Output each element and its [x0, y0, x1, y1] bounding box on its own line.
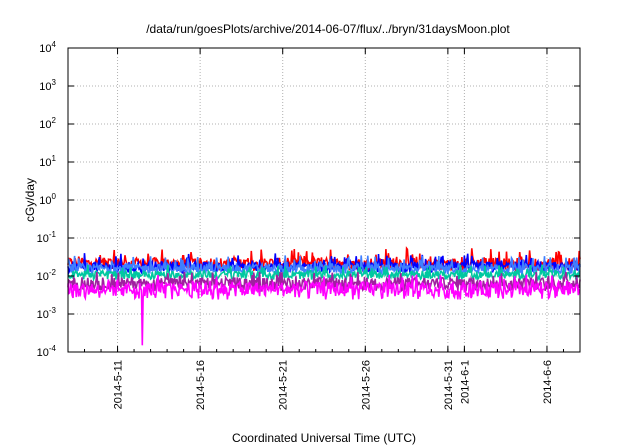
y-axis-label: cGy/day: [23, 178, 37, 222]
x-tick-label: 2014-5-11: [113, 360, 125, 409]
y-tick-label: 10-1: [37, 230, 57, 245]
y-tick-label: 10-2: [37, 268, 57, 283]
y-tick-label: 101: [39, 154, 56, 169]
x-tick-group: 2014-5-11 2014-5-16 2014-5-21 2014-5-26 2014…: [84, 48, 564, 410]
x-tick-label: 2014-6-6: [542, 360, 554, 404]
y-tick-label: 102: [39, 116, 56, 131]
y-tick-label: 104: [39, 40, 56, 55]
x-tick-label: 2014-5-21: [278, 360, 290, 410]
y-tick-label: 103: [39, 78, 56, 93]
series-line: [67, 255, 581, 277]
x-tick-label: 2014-5-31: [443, 360, 455, 410]
x-tick-label: 2014-5-26: [360, 360, 372, 410]
grid: [68, 48, 580, 352]
series-group: [67, 246, 581, 346]
y-tick-label: 100: [39, 192, 56, 207]
chart-title: /data/run/goesPlots/archive/2014-06-07/f…: [146, 22, 510, 36]
x-tick-label: 2014-5-16: [195, 360, 207, 410]
series-line: [67, 264, 581, 283]
x-axis-label: Coordinated Universal Time (UTC): [232, 431, 416, 445]
x-tick-label: 2014-6-1: [459, 360, 471, 404]
y-tick-label: 10-3: [37, 306, 57, 321]
series-line: [67, 274, 581, 346]
y-tick-label: 10-4: [37, 344, 57, 359]
